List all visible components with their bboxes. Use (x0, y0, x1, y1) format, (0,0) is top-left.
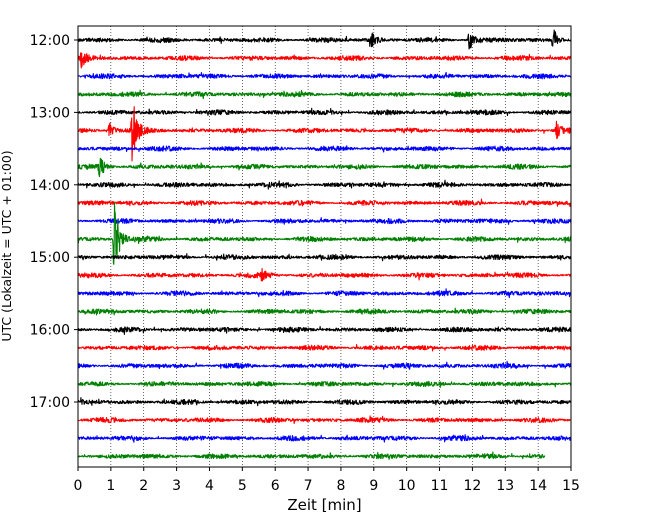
x-axis-label: Zeit [min] (287, 496, 361, 514)
trace-1415 (77, 198, 572, 207)
y-tick-label: 14:00 (30, 178, 70, 194)
trace-1545 (77, 307, 572, 316)
trace-1530 (77, 288, 572, 299)
trace-1300 (77, 107, 572, 117)
x-tick-label: 14 (529, 478, 547, 494)
trace-1730 (77, 434, 572, 443)
trace-1630 (77, 360, 572, 370)
y-tick-label: 15:00 (30, 250, 70, 266)
x-tick-label: 5 (238, 478, 247, 494)
trace-1400 (77, 179, 572, 190)
trace-1700 (77, 397, 572, 407)
trace-1445 (77, 202, 572, 265)
y-axis-label: UTC (Lokalzeit = UTC + 01:00) (0, 150, 14, 341)
y-tick-label: 17:00 (30, 395, 70, 411)
x-tick-label: 8 (336, 478, 345, 494)
y-tick-label: 13:00 (30, 105, 70, 121)
x-tick-label: 15 (562, 478, 580, 494)
trace-1430 (77, 217, 572, 225)
x-tick-label: 9 (369, 478, 378, 494)
x-tick-label: 13 (496, 478, 514, 494)
trace-1600 (77, 325, 572, 335)
x-tick-label: 0 (74, 478, 83, 494)
x-axis-ticks: 0 1 2 3 4 5 6 7 8 9 10 11 12 13 14 15 (74, 467, 580, 494)
trace-1500 (77, 253, 572, 262)
trace-1615 (77, 343, 572, 352)
y-tick-label: 16:00 (30, 323, 70, 339)
trace-1315 (77, 106, 572, 162)
trace-1245 (77, 89, 572, 100)
trace-1330 (77, 145, 572, 153)
trace-1715 (77, 415, 572, 425)
x-tick-label: 1 (106, 478, 115, 494)
x-tick-label: 7 (304, 478, 313, 494)
trace-1645 (77, 380, 572, 388)
trace-1345 (77, 157, 572, 178)
x-tick-label: 10 (398, 478, 416, 494)
trace-1515 (77, 267, 572, 282)
trace-1215 (77, 52, 572, 69)
x-tick-label: 12 (463, 478, 481, 494)
x-tick-label: 11 (431, 478, 449, 494)
trace-1230 (77, 71, 572, 80)
plot-frame (77, 25, 572, 468)
x-tick-label: 6 (271, 478, 280, 494)
trace-group (77, 29, 572, 460)
x-tick-label: 3 (172, 478, 181, 494)
x-tick-label: 2 (139, 478, 148, 494)
x-tick-label: 4 (205, 478, 214, 494)
trace-1745 (77, 451, 546, 460)
trace-1200 (77, 29, 572, 50)
y-tick-label: 12:00 (30, 33, 70, 49)
y-axis-ticks: 12:00 13:00 14:00 15:00 16:00 17:00 (30, 33, 78, 411)
